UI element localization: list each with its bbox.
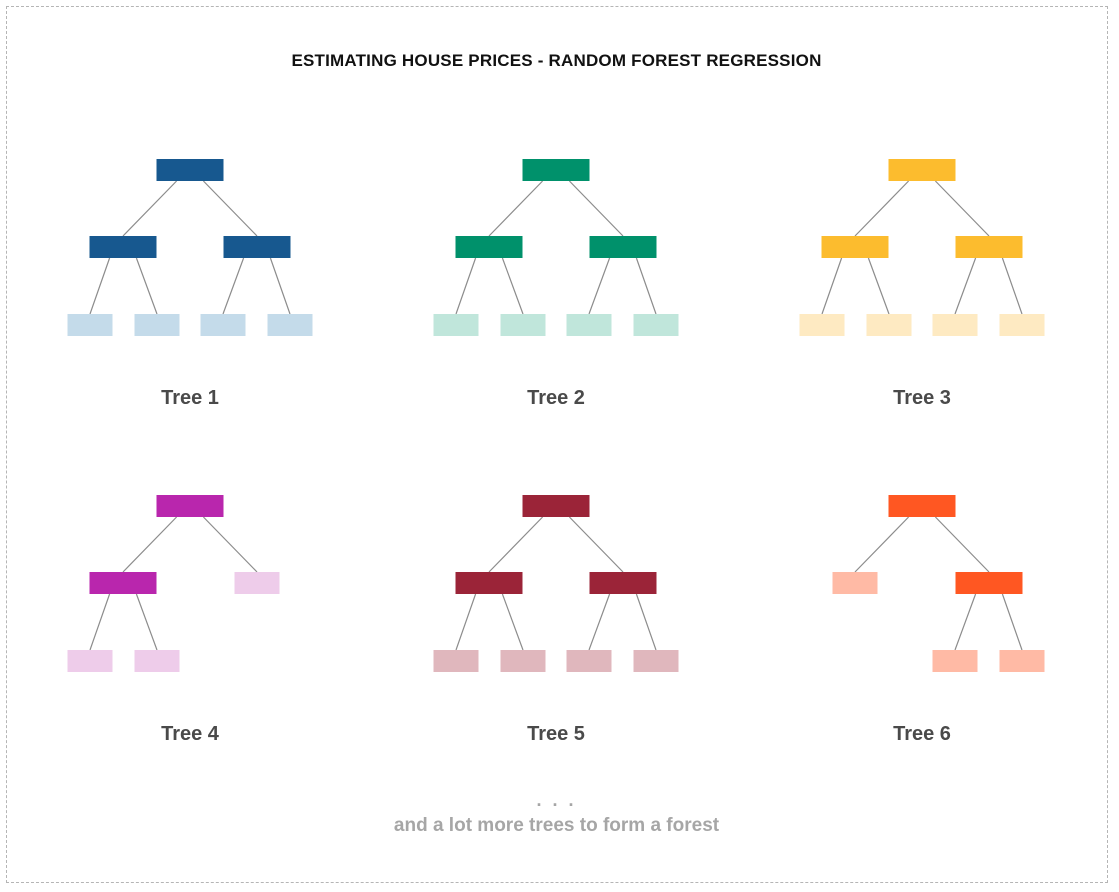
edge-root-L <box>488 180 544 237</box>
decision-node-L <box>455 572 523 594</box>
leaf-node-L <box>832 572 878 594</box>
leaf-node-RR <box>633 314 679 336</box>
tree-label: Tree 4 <box>161 723 220 745</box>
leaf-node-RR <box>633 650 679 672</box>
edge-root-R <box>568 180 624 237</box>
leaf-node-LR <box>500 650 546 672</box>
tree-label: Tree 5 <box>527 723 585 745</box>
edge-root-R <box>934 180 990 237</box>
random-forest-diagram: Tree 1 Tree 2 Tree 3 Tree 4 Tree 5 Tree 6 <box>67 159 1045 745</box>
decision-node-root <box>156 495 224 517</box>
edge-root-R <box>568 516 624 573</box>
leaf-node-LL <box>799 314 845 336</box>
leaf-node-LR <box>134 314 180 336</box>
leaf-node-LR <box>500 314 546 336</box>
leaf-node-RR <box>267 314 313 336</box>
edge-root-R <box>202 516 258 573</box>
edge-R-RL <box>222 257 245 315</box>
tree-1: Tree 1 <box>67 159 313 409</box>
leaf-node-RL <box>566 650 612 672</box>
edge-L-LR <box>501 257 524 315</box>
edge-L-LR <box>501 593 524 651</box>
tree-label: Tree 3 <box>893 387 951 409</box>
tree-label: Tree 6 <box>893 723 951 745</box>
edge-R-RR <box>1001 257 1023 315</box>
edge-L-LL <box>455 257 477 315</box>
edge-L-LR <box>135 593 158 651</box>
decision-node-root <box>522 495 590 517</box>
leaf-node-RR <box>999 314 1045 336</box>
tree-4: Tree 4 <box>67 495 280 745</box>
leaf-node-LL <box>433 314 479 336</box>
edge-L-LL <box>821 257 843 315</box>
decision-node-R <box>589 572 657 594</box>
leaf-node-LR <box>866 314 912 336</box>
tree-label: Tree 2 <box>527 387 585 409</box>
edge-L-LL <box>89 257 111 315</box>
leaf-node-RL <box>200 314 246 336</box>
edge-L-LL <box>89 593 111 651</box>
edge-L-LR <box>867 257 890 315</box>
diagram-frame <box>6 6 1108 883</box>
decision-node-root <box>522 159 590 181</box>
edge-root-L <box>488 516 544 573</box>
edge-R-RL <box>588 257 611 315</box>
footnote: and a lot more trees to form a forest <box>393 815 720 836</box>
edge-L-LL <box>455 593 477 651</box>
edge-R-RR <box>1001 593 1023 651</box>
ellipsis: . . . <box>536 790 577 810</box>
edge-root-L <box>854 180 910 237</box>
decision-node-R <box>955 236 1023 258</box>
decision-node-root <box>888 495 956 517</box>
edge-L-LR <box>135 257 158 315</box>
leaf-node-RL <box>932 314 978 336</box>
leaf-node-LL <box>67 314 113 336</box>
decision-node-L <box>821 236 889 258</box>
tree-label: Tree 1 <box>161 387 219 409</box>
edge-root-R <box>202 180 258 237</box>
edge-root-L <box>854 516 910 573</box>
edge-R-RR <box>635 257 657 315</box>
leaf-node-LL <box>433 650 479 672</box>
edge-root-L <box>122 516 178 573</box>
tree-2: Tree 2 <box>433 159 679 409</box>
leaf-node-LR <box>134 650 180 672</box>
diagram-title: ESTIMATING HOUSE PRICES - RANDOM FOREST … <box>291 51 822 70</box>
edge-R-RL <box>954 593 977 651</box>
edge-R-RL <box>588 593 611 651</box>
decision-node-R <box>955 572 1023 594</box>
edge-R-RL <box>954 257 977 315</box>
tree-6: Tree 6 <box>832 495 1045 745</box>
edge-root-R <box>934 516 990 573</box>
edge-root-L <box>122 180 178 237</box>
decision-node-L <box>455 236 523 258</box>
leaf-node-RL <box>566 314 612 336</box>
decision-node-root <box>888 159 956 181</box>
edge-R-RR <box>269 257 291 315</box>
decision-node-R <box>589 236 657 258</box>
leaf-node-R <box>234 572 280 594</box>
decision-node-L <box>89 236 157 258</box>
tree-5: Tree 5 <box>433 495 679 745</box>
leaf-node-RR <box>999 650 1045 672</box>
leaf-node-RL <box>932 650 978 672</box>
edge-R-RR <box>635 593 657 651</box>
decision-node-root <box>156 159 224 181</box>
decision-node-R <box>223 236 291 258</box>
tree-3: Tree 3 <box>799 159 1045 409</box>
decision-node-L <box>89 572 157 594</box>
leaf-node-LL <box>67 650 113 672</box>
